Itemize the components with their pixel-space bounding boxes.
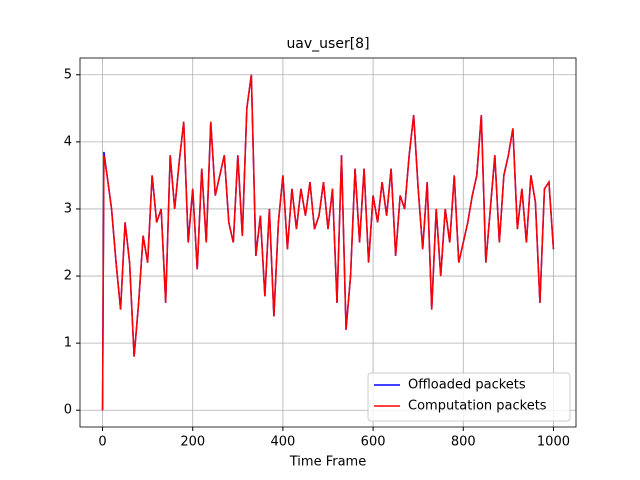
x-tick-label: 800 [451, 435, 476, 450]
y-tick-label: 5 [64, 67, 72, 82]
legend-label: Offloaded packets [408, 378, 526, 393]
chart-title: uav_user[8] [286, 36, 369, 52]
y-tick-label: 2 [64, 269, 72, 284]
x-tick-label: 1000 [537, 435, 570, 450]
legend-box [367, 372, 571, 422]
y-tick-label: 0 [64, 403, 72, 418]
x-tick-label: 0 [98, 435, 106, 450]
legend-label: Computation packets [408, 399, 547, 414]
x-tick-label: 200 [180, 435, 205, 450]
data-line [101, 74, 555, 411]
y-tick-label: 1 [64, 336, 72, 351]
plot-frame [79, 57, 577, 428]
y-tick-label: 3 [64, 201, 72, 216]
x-axis-label: Time Frame [289, 455, 366, 470]
x-tick-label: 600 [361, 435, 386, 450]
x-tick-label: 400 [270, 435, 295, 450]
y-tick-label: 4 [64, 134, 72, 149]
